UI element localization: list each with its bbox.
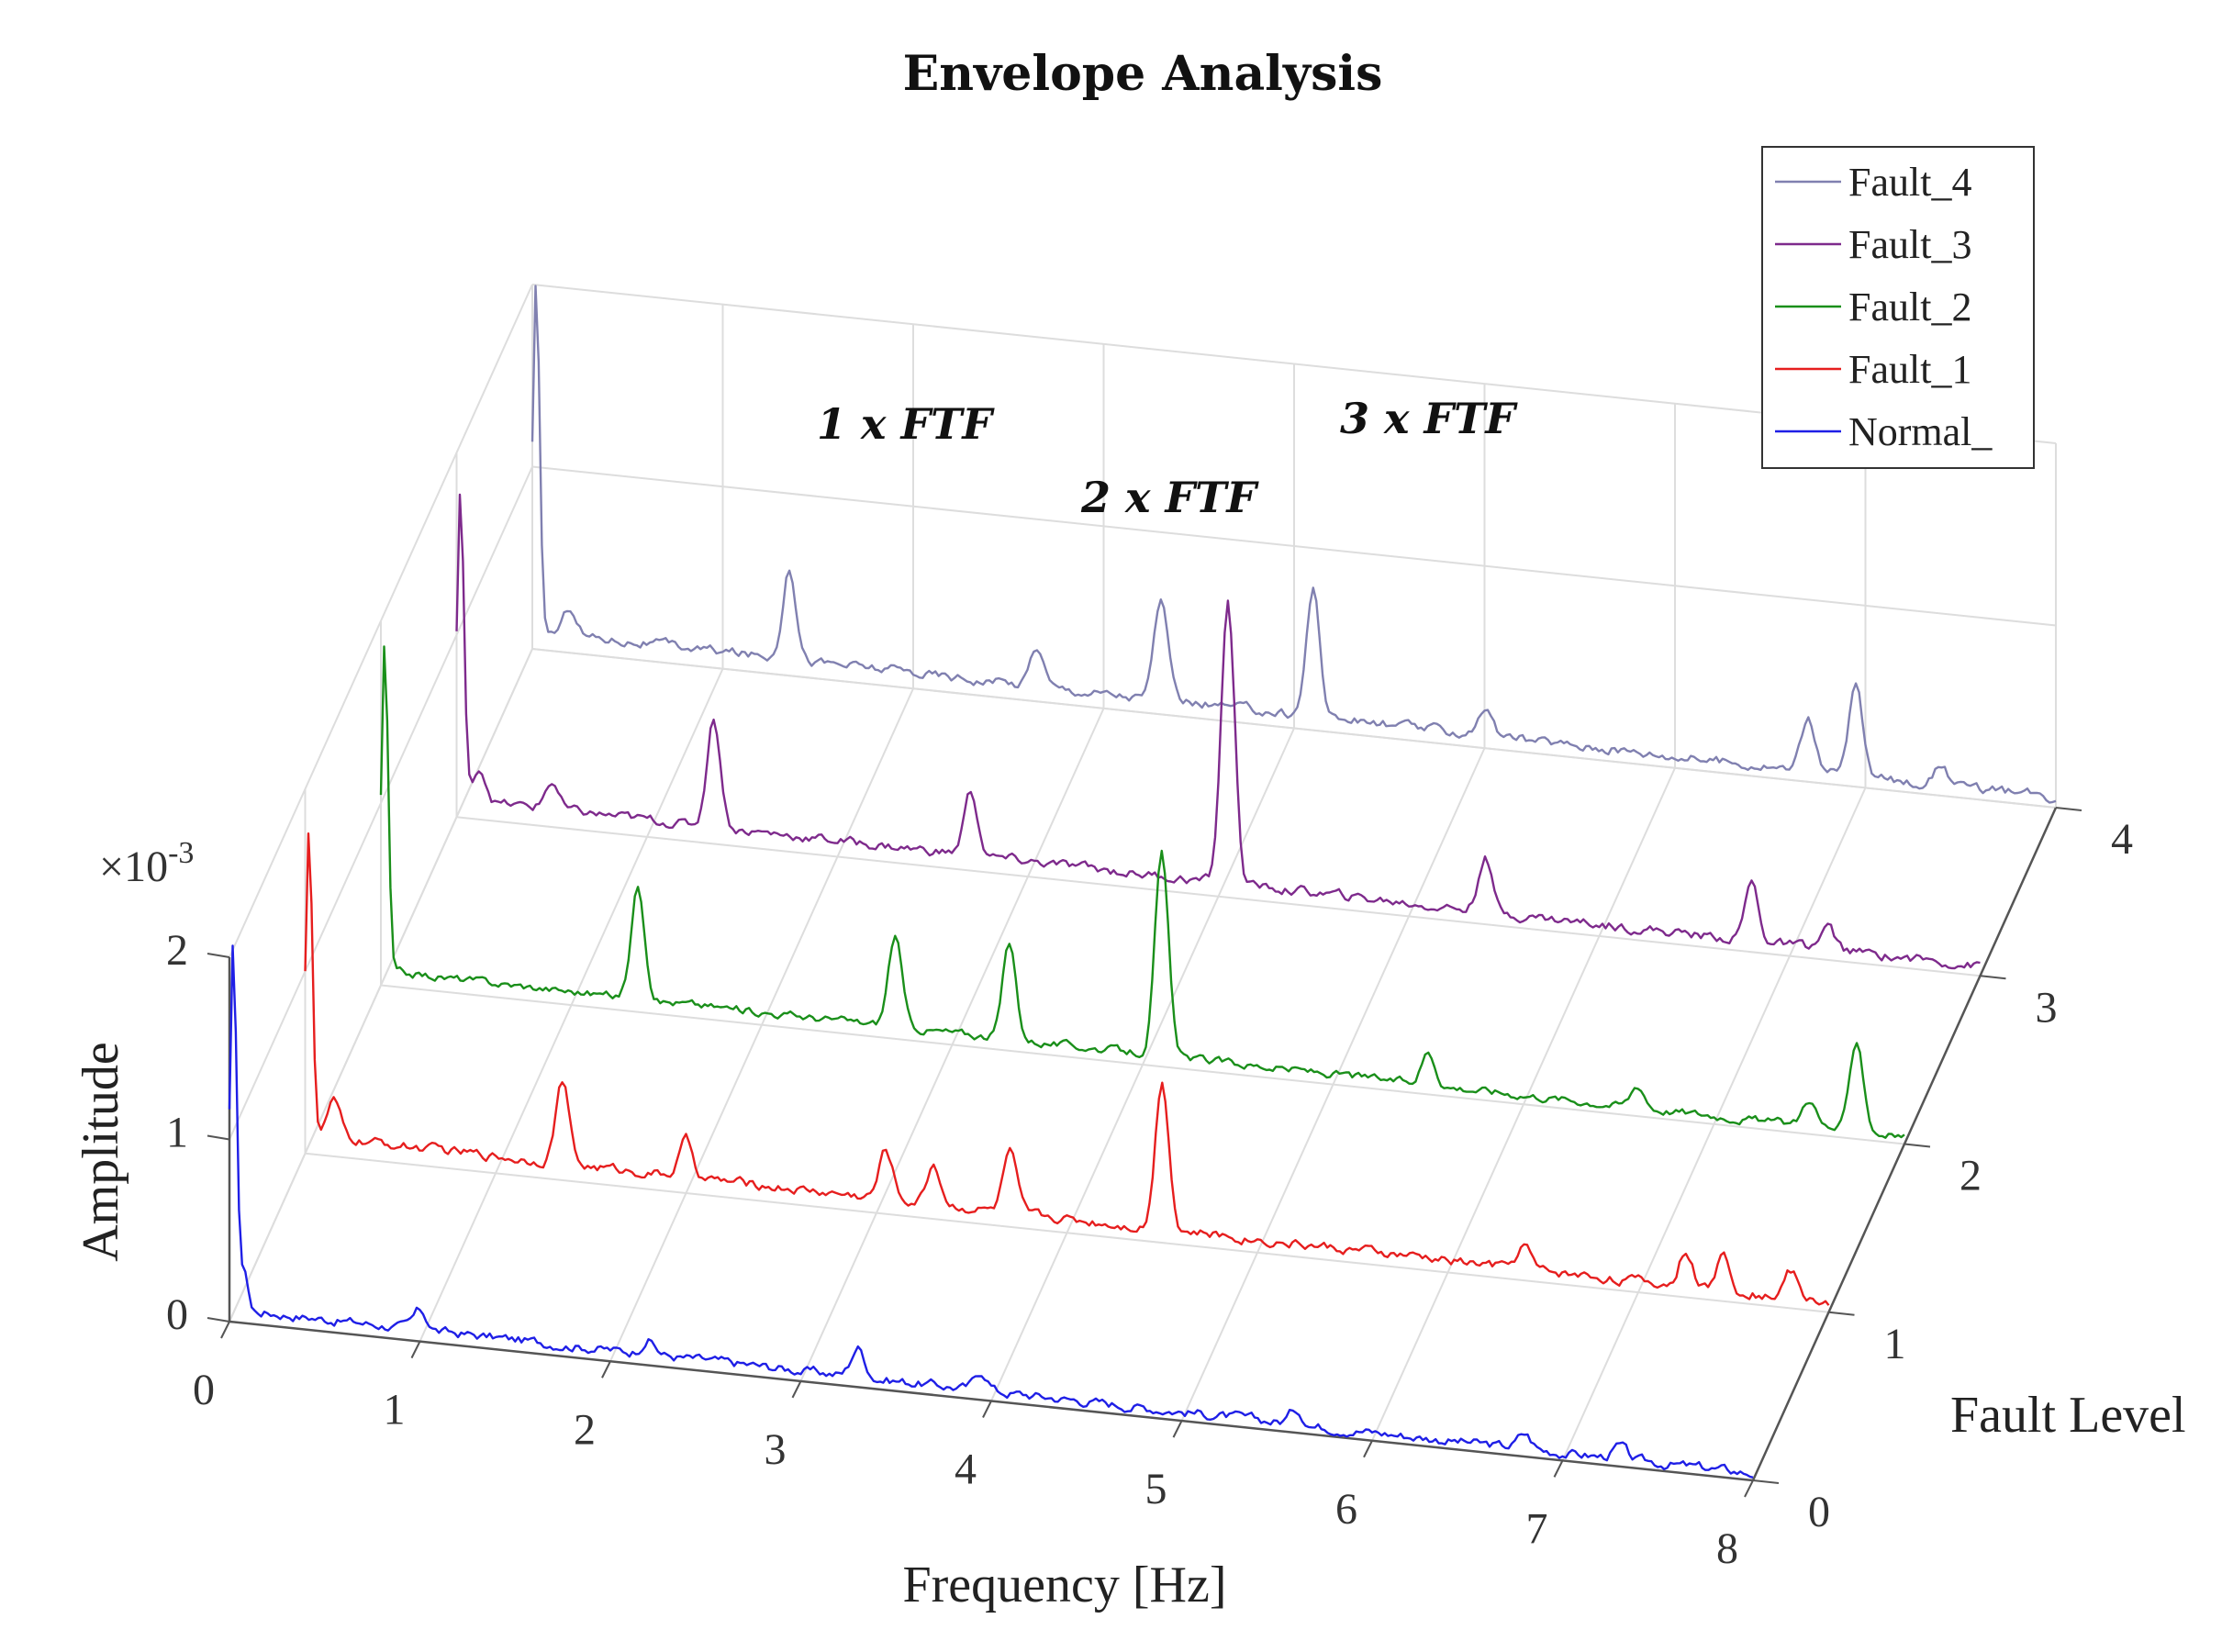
y-axis-label: Fault Level [1950, 1387, 2186, 1444]
z-exponent-base: ×10 [99, 843, 168, 891]
tick-labels: 0 1 2 3 4 5 6 7 8 0 1 2 3 4 0 1 2 [166, 815, 2133, 1573]
grid-line-floor-y [380, 984, 1905, 1145]
z-exponent-power: -3 [168, 836, 194, 870]
x-tick-label: 8 [1716, 1524, 1738, 1573]
x-tick-mark [1744, 1479, 1754, 1498]
x-tick-label: 2 [574, 1405, 596, 1454]
y-tick-mark [2055, 807, 2082, 811]
z-tick-label: 0 [166, 1290, 188, 1339]
y-tick-mark [1980, 975, 2006, 980]
x-tick-mark [982, 1401, 992, 1418]
x-tick-label: 4 [955, 1446, 977, 1494]
series-line-fault1 [304, 832, 1830, 1306]
z-axis-label: Amplitude [73, 1042, 129, 1262]
annotation-2x-ftf: 2 x FTF [1080, 473, 1259, 522]
grid-line-back-z [531, 465, 2057, 627]
x-tick-label: 7 [1526, 1504, 1548, 1553]
series-line-fault2 [379, 645, 1905, 1139]
x-tick-mark [1553, 1459, 1564, 1478]
legend-entry: Fault_4 [1848, 160, 1971, 205]
x-tick-label: 3 [765, 1425, 787, 1474]
grid-line-floor-y [305, 1152, 1829, 1313]
series-line-fault3 [455, 493, 1981, 970]
legend-entry: Normal_ [1848, 409, 1993, 454]
z-tick-mark [207, 1317, 230, 1323]
x-tick-mark [601, 1360, 611, 1379]
series-line-normal [228, 944, 1754, 1479]
x-axis-label: Frequency [Hz] [903, 1557, 1227, 1613]
z-tick-mark [207, 953, 230, 958]
z-tick-mark [207, 1134, 230, 1141]
z-exponent-label: ×10-3 [99, 836, 194, 891]
y-tick-mark [1828, 1311, 1855, 1316]
x-tick-mark [410, 1341, 421, 1359]
x-tick-mark [220, 1321, 230, 1339]
legend-entry: Fault_2 [1848, 285, 1971, 329]
chart-title: Envelope Analysis [903, 46, 1383, 102]
legend-entry: Fault_1 [1848, 347, 1971, 392]
y-tick-label: 0 [1808, 1488, 1830, 1536]
y-tick-mark [1752, 1479, 1780, 1484]
y-tick-label: 4 [2111, 815, 2133, 864]
annotation-3x-ftf: 3 x FTF [1340, 394, 1518, 443]
y-tick-label: 2 [1959, 1152, 1982, 1200]
x-tick-label: 5 [1145, 1465, 1167, 1513]
series-line-fault4 [530, 285, 2057, 804]
legend-entry: Fault_3 [1848, 222, 1971, 267]
z-tick-label: 1 [166, 1109, 188, 1157]
y-tick-label: 3 [2036, 983, 2058, 1032]
x-tick-mark [791, 1380, 802, 1399]
svg-text:×10-3: ×10-3 [99, 836, 194, 891]
axes [207, 807, 2082, 1498]
x-tick-mark [1363, 1440, 1373, 1458]
series-lines [228, 285, 2057, 1479]
y-tick-mark [1904, 1143, 1931, 1148]
y-tick-label: 1 [1884, 1320, 1906, 1368]
grid-line-side-z [229, 466, 533, 1140]
x-tick-mark [1172, 1420, 1183, 1438]
grid-line-side-z [229, 284, 533, 958]
x-tick-label: 1 [384, 1386, 406, 1434]
z-tick-label: 2 [166, 926, 188, 975]
annotation-1x-ftf: 1 x FTF [817, 399, 995, 449]
grid-line-floor-y [456, 816, 1981, 977]
x-tick-label: 0 [193, 1366, 215, 1414]
grid-line-floor-y [531, 648, 2057, 809]
x-tick-label: 6 [1335, 1485, 1357, 1534]
legend: Fault_4 Fault_3 Fault_2 Fault_1 Normal_ [1761, 146, 2035, 469]
